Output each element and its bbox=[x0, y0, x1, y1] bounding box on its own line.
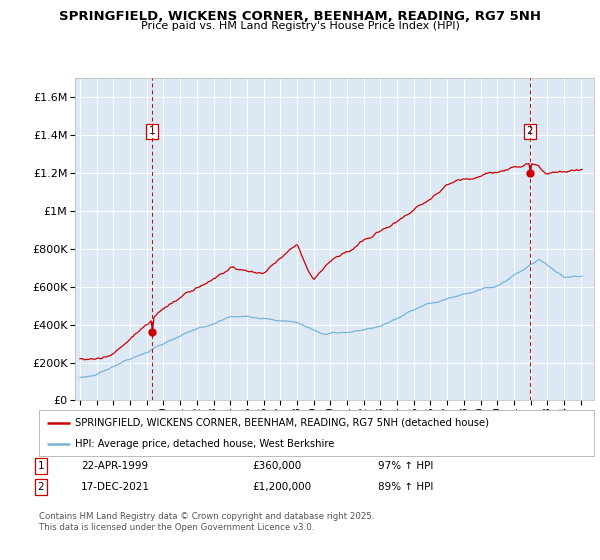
Text: £1,200,000: £1,200,000 bbox=[252, 482, 311, 492]
Text: 17-DEC-2021: 17-DEC-2021 bbox=[81, 482, 150, 492]
Text: 2: 2 bbox=[37, 482, 44, 492]
Text: 97% ↑ HPI: 97% ↑ HPI bbox=[378, 461, 433, 471]
Text: £360,000: £360,000 bbox=[252, 461, 301, 471]
Text: SPRINGFIELD, WICKENS CORNER, BEENHAM, READING, RG7 5NH (detached house): SPRINGFIELD, WICKENS CORNER, BEENHAM, RE… bbox=[75, 418, 489, 428]
Text: 22-APR-1999: 22-APR-1999 bbox=[81, 461, 148, 471]
Text: Contains HM Land Registry data © Crown copyright and database right 2025.
This d: Contains HM Land Registry data © Crown c… bbox=[39, 512, 374, 532]
Text: 1: 1 bbox=[37, 461, 44, 471]
Text: SPRINGFIELD, WICKENS CORNER, BEENHAM, READING, RG7 5NH: SPRINGFIELD, WICKENS CORNER, BEENHAM, RE… bbox=[59, 10, 541, 23]
Text: Price paid vs. HM Land Registry's House Price Index (HPI): Price paid vs. HM Land Registry's House … bbox=[140, 21, 460, 31]
Text: 89% ↑ HPI: 89% ↑ HPI bbox=[378, 482, 433, 492]
Text: HPI: Average price, detached house, West Berkshire: HPI: Average price, detached house, West… bbox=[75, 439, 334, 449]
Text: 1: 1 bbox=[149, 127, 155, 137]
Text: 2: 2 bbox=[527, 127, 533, 137]
